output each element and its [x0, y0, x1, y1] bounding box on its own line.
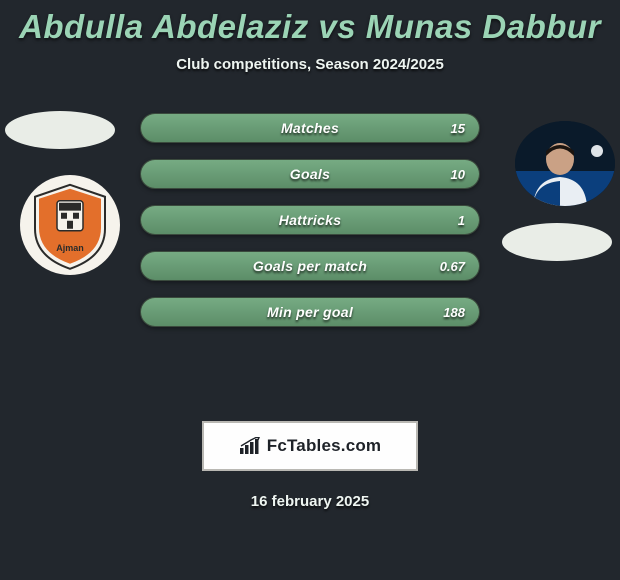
footer-date: 16 february 2025 [0, 493, 620, 510]
stat-label: Min per goal [141, 298, 479, 326]
stat-label: Goals per match [141, 252, 479, 280]
svg-text:Ajman: Ajman [56, 243, 84, 253]
brand-text: FcTables.com [267, 436, 382, 456]
stat-value: 188 [443, 298, 465, 326]
stat-bar-hattricks: Hattricks 1 [140, 205, 480, 235]
stat-value: 15 [451, 114, 465, 142]
stat-bar-goals-per-match: Goals per match 0.67 [140, 251, 480, 281]
comparison-section: Ajman Matches 15 Goals 10 Hattricks [0, 103, 620, 423]
stat-value: 1 [458, 206, 465, 234]
bar-chart-icon [239, 437, 261, 455]
page-subtitle: Club competitions, Season 2024/2025 [0, 56, 620, 73]
player-left-avatar-placeholder [5, 111, 115, 149]
player-left-club-badge: Ajman [20, 175, 120, 275]
brand: FcTables.com [239, 436, 382, 456]
player-photo-icon [515, 121, 615, 206]
stat-bars: Matches 15 Goals 10 Hattricks 1 Goals pe… [140, 113, 480, 343]
club-crest-icon: Ajman [29, 183, 111, 271]
brand-box: FcTables.com [202, 421, 418, 471]
stat-value: 10 [451, 160, 465, 188]
stat-bar-matches: Matches 15 [140, 113, 480, 143]
stat-value: 0.67 [440, 252, 465, 280]
player-right-photo [515, 121, 615, 206]
stat-label: Matches [141, 114, 479, 142]
stat-bar-goals: Goals 10 [140, 159, 480, 189]
page-title: Abdulla Abdelaziz vs Munas Dabbur [0, 0, 620, 46]
stat-bar-min-per-goal: Min per goal 188 [140, 297, 480, 327]
stat-label: Goals [141, 160, 479, 188]
stat-label: Hattricks [141, 206, 479, 234]
player-right-avatar-placeholder [502, 223, 612, 261]
